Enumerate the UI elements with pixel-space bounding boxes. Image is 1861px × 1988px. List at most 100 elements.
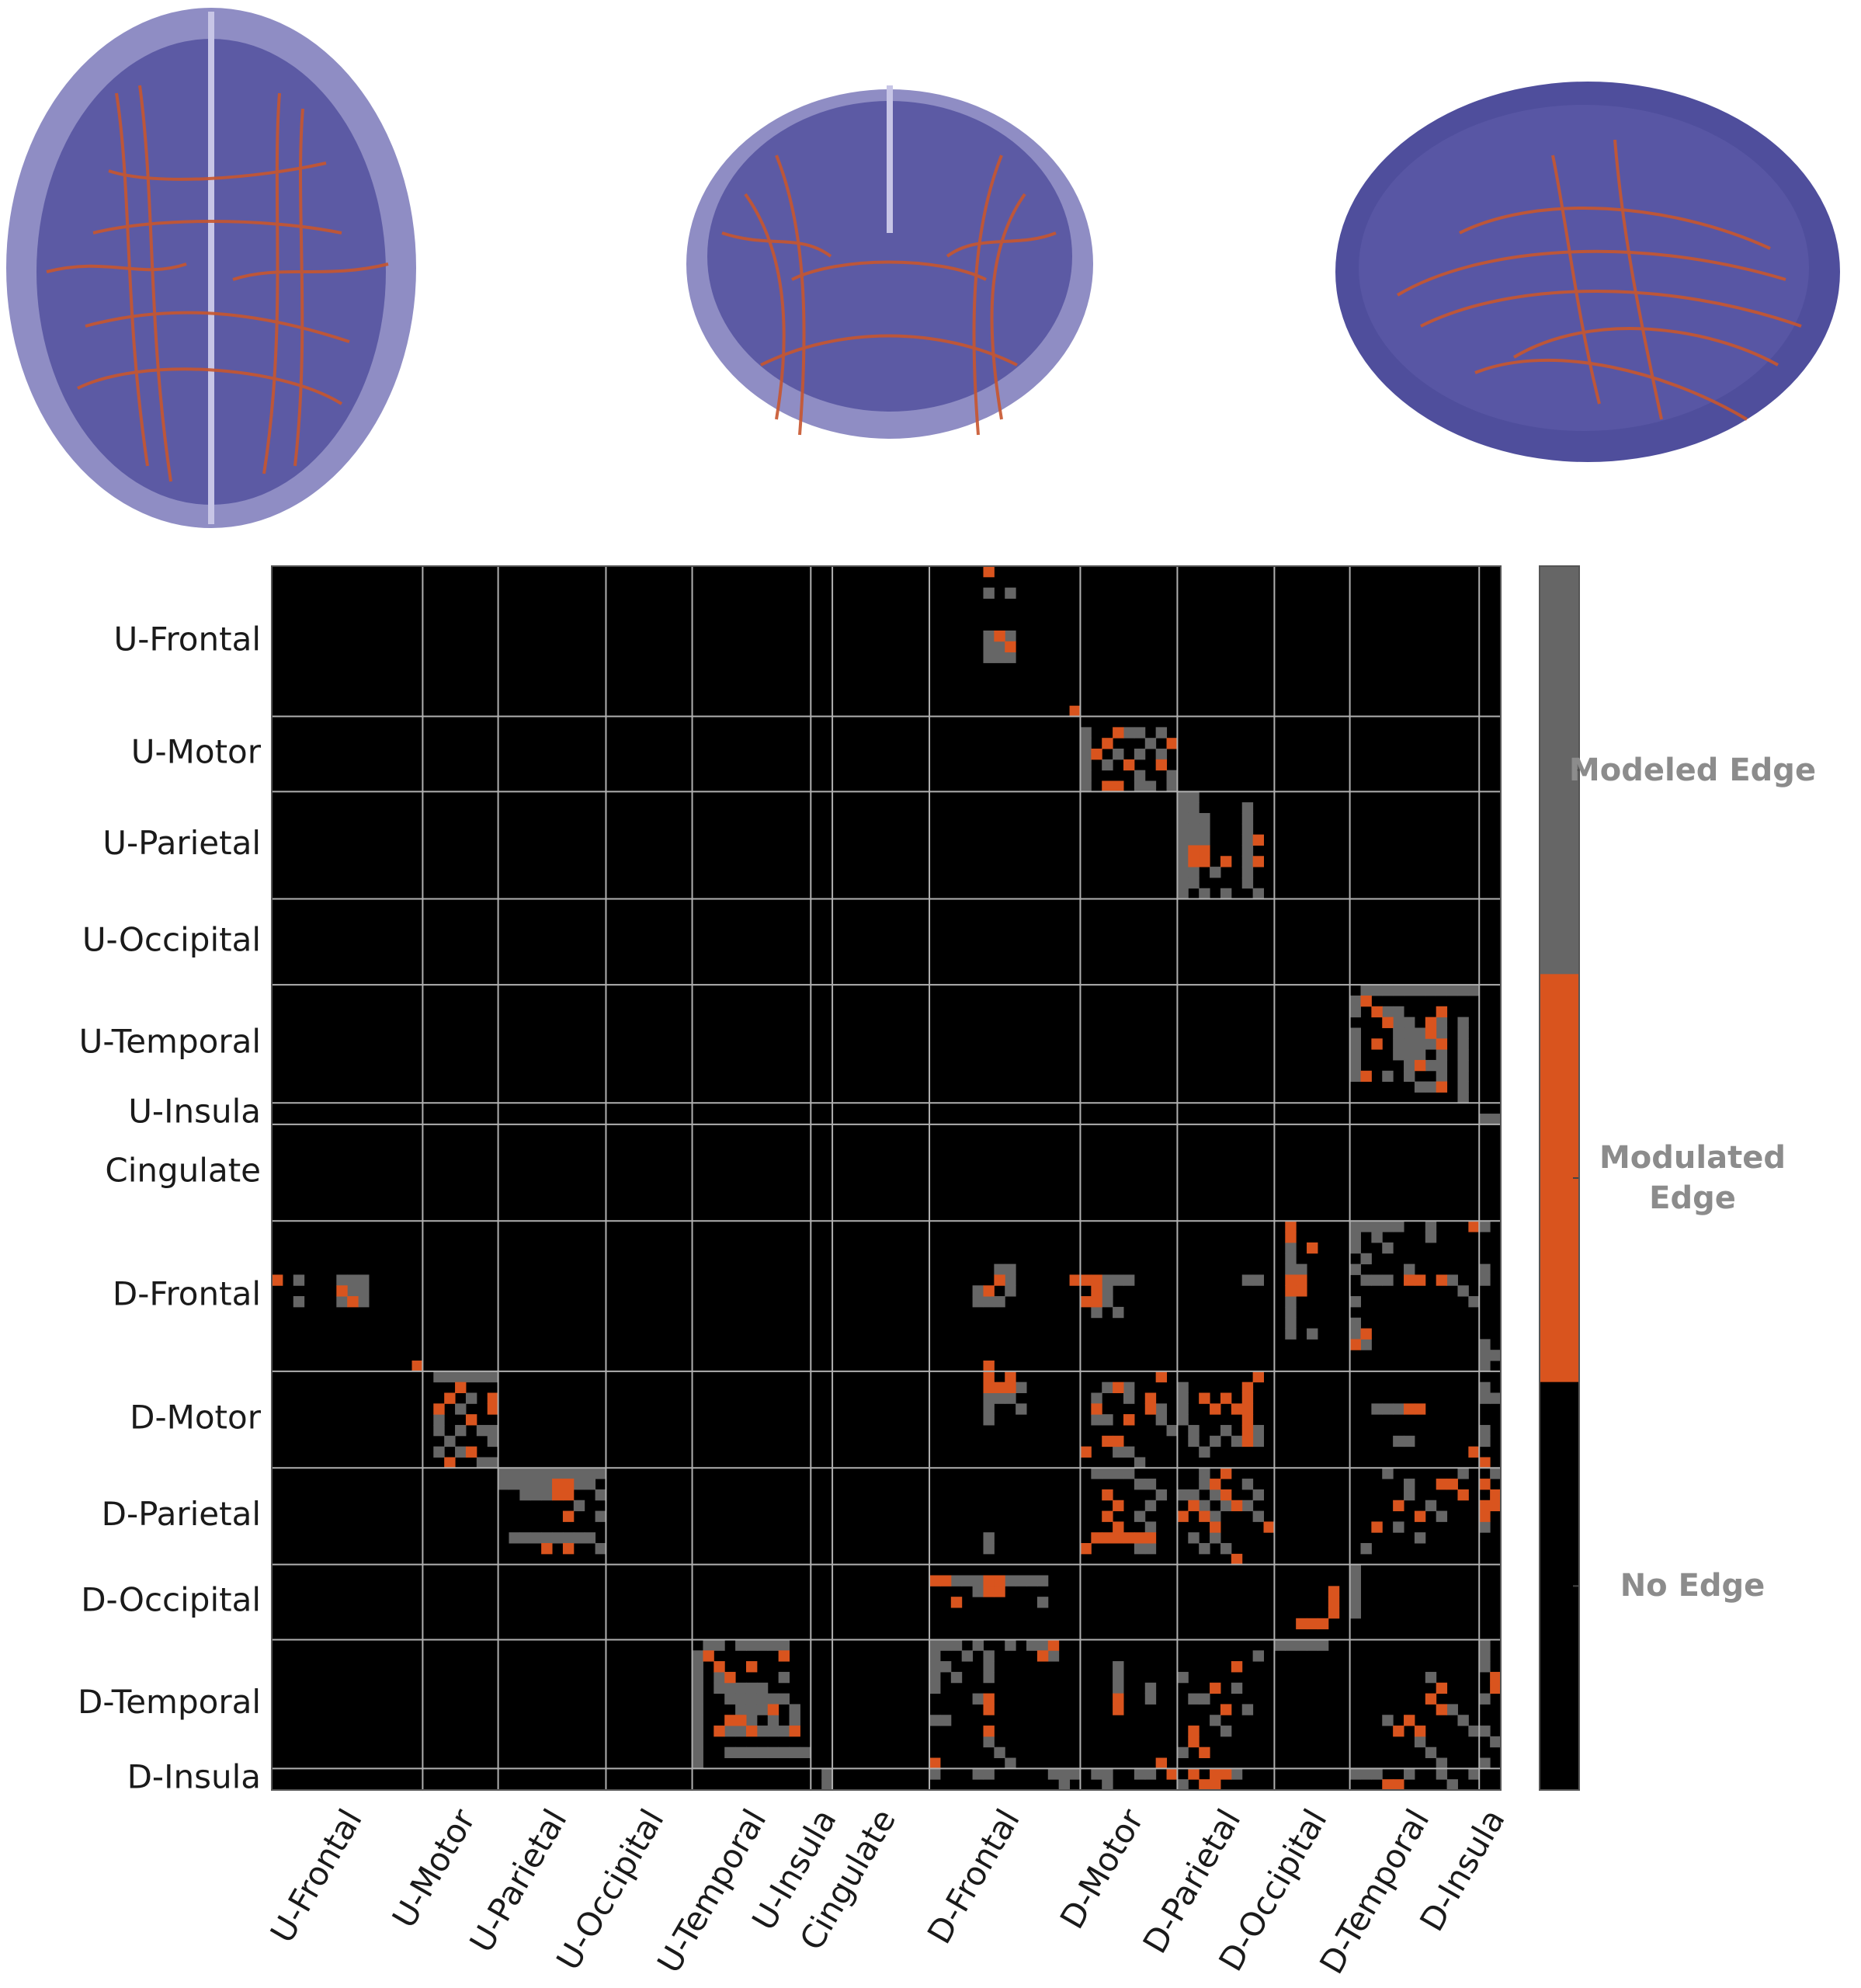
cell bbox=[1349, 1006, 1361, 1018]
cell-mirror bbox=[595, 1468, 606, 1479]
cell bbox=[1349, 1221, 1361, 1232]
cell bbox=[1371, 985, 1383, 996]
cell-mirror bbox=[455, 1446, 467, 1458]
cell bbox=[1425, 1027, 1437, 1039]
cell-mirror bbox=[1113, 1671, 1124, 1684]
cell bbox=[1155, 1414, 1168, 1426]
cell bbox=[1457, 1049, 1469, 1061]
y-tick-label: D-Motor bbox=[130, 1399, 262, 1437]
cell-mirror bbox=[692, 1650, 703, 1662]
cell bbox=[1490, 1114, 1502, 1125]
cell-mirror bbox=[724, 1726, 736, 1737]
cell-mirror bbox=[1123, 1532, 1135, 1544]
cell bbox=[1382, 985, 1394, 996]
cell-mirror bbox=[756, 1704, 769, 1715]
cell bbox=[1436, 1049, 1448, 1061]
cell-mirror bbox=[552, 1489, 564, 1501]
cell bbox=[1479, 1435, 1491, 1448]
cell-mirror bbox=[929, 1671, 941, 1684]
cell-mirror bbox=[1113, 1521, 1124, 1533]
cell-mirror bbox=[745, 1704, 758, 1715]
cell bbox=[1479, 1521, 1491, 1533]
cell bbox=[1436, 1682, 1448, 1694]
cell bbox=[1199, 823, 1210, 836]
cell-mirror bbox=[293, 1296, 305, 1308]
cell-mirror bbox=[293, 1274, 305, 1286]
cell bbox=[1252, 1510, 1265, 1522]
cell-mirror bbox=[1005, 1382, 1016, 1393]
cell bbox=[1414, 1510, 1426, 1522]
cell bbox=[1436, 1274, 1448, 1286]
cell bbox=[1113, 727, 1124, 739]
cell bbox=[1188, 845, 1200, 857]
cell bbox=[983, 566, 995, 578]
cell bbox=[1155, 1371, 1168, 1383]
cell-mirror bbox=[767, 1746, 779, 1759]
cell bbox=[1457, 1070, 1469, 1083]
y-tick-label: D-Occipital bbox=[81, 1581, 261, 1619]
cell-mirror bbox=[994, 1746, 1005, 1759]
cell bbox=[1080, 749, 1092, 760]
cell-mirror bbox=[1360, 1768, 1372, 1780]
cell-mirror bbox=[455, 1382, 467, 1393]
cell-mirror bbox=[789, 1726, 800, 1737]
cell bbox=[1349, 1049, 1361, 1061]
cell-mirror bbox=[1058, 1768, 1071, 1780]
cell bbox=[1177, 1382, 1189, 1393]
cell bbox=[1123, 727, 1135, 739]
cell-mirror bbox=[562, 1532, 575, 1544]
cell bbox=[1436, 1006, 1448, 1018]
cell-mirror bbox=[939, 1575, 952, 1587]
cell bbox=[1382, 1468, 1394, 1479]
cell-mirror bbox=[1188, 1726, 1200, 1737]
cell-mirror bbox=[950, 1671, 963, 1684]
cell bbox=[1144, 1403, 1157, 1415]
cell-mirror bbox=[1102, 1532, 1113, 1544]
cell-mirror bbox=[1166, 1768, 1178, 1780]
cell-mirror bbox=[1047, 1650, 1060, 1662]
cell bbox=[1155, 1403, 1168, 1415]
cell-mirror bbox=[983, 1285, 995, 1297]
cell bbox=[1166, 770, 1178, 781]
cell-mirror bbox=[692, 1736, 703, 1748]
cell-mirror bbox=[713, 1726, 725, 1737]
cell bbox=[1479, 1510, 1491, 1522]
cell bbox=[1404, 1479, 1415, 1490]
cell-mirror bbox=[983, 1543, 995, 1555]
cell-mirror bbox=[929, 1639, 941, 1651]
cell bbox=[1080, 780, 1092, 792]
cell-mirror bbox=[713, 1671, 725, 1684]
cell bbox=[1177, 812, 1189, 825]
cell-mirror bbox=[983, 1532, 995, 1544]
cell bbox=[1457, 1017, 1469, 1028]
cell-mirror bbox=[476, 1424, 488, 1437]
cell-mirror bbox=[745, 1726, 758, 1737]
cell-mirror bbox=[1123, 1414, 1135, 1426]
cell-mirror bbox=[1404, 1768, 1415, 1780]
cell-mirror bbox=[767, 1715, 779, 1726]
cell-mirror bbox=[1177, 1510, 1189, 1522]
cell bbox=[1241, 1274, 1254, 1286]
cell-mirror bbox=[530, 1479, 542, 1490]
cell bbox=[1404, 1049, 1415, 1061]
cell-mirror bbox=[573, 1500, 585, 1512]
cell-mirror bbox=[1317, 1639, 1329, 1651]
cell bbox=[1241, 834, 1254, 846]
cell bbox=[1436, 1070, 1448, 1083]
cell bbox=[1241, 812, 1254, 825]
cell-mirror bbox=[950, 1575, 963, 1587]
cell-mirror bbox=[929, 1575, 941, 1587]
cell-mirror bbox=[994, 1296, 1005, 1308]
cell-mirror bbox=[1134, 1768, 1146, 1780]
cell-mirror bbox=[552, 1532, 564, 1544]
cell bbox=[1285, 1317, 1297, 1329]
cell-mirror bbox=[1102, 1489, 1113, 1501]
cell bbox=[1349, 1070, 1361, 1083]
cell bbox=[1199, 888, 1210, 900]
cell bbox=[1252, 1274, 1265, 1286]
cell-mirror bbox=[1091, 1392, 1102, 1404]
cell-mirror bbox=[983, 1361, 995, 1372]
cell-mirror bbox=[1134, 1543, 1146, 1555]
cell-mirror bbox=[1036, 1639, 1049, 1651]
